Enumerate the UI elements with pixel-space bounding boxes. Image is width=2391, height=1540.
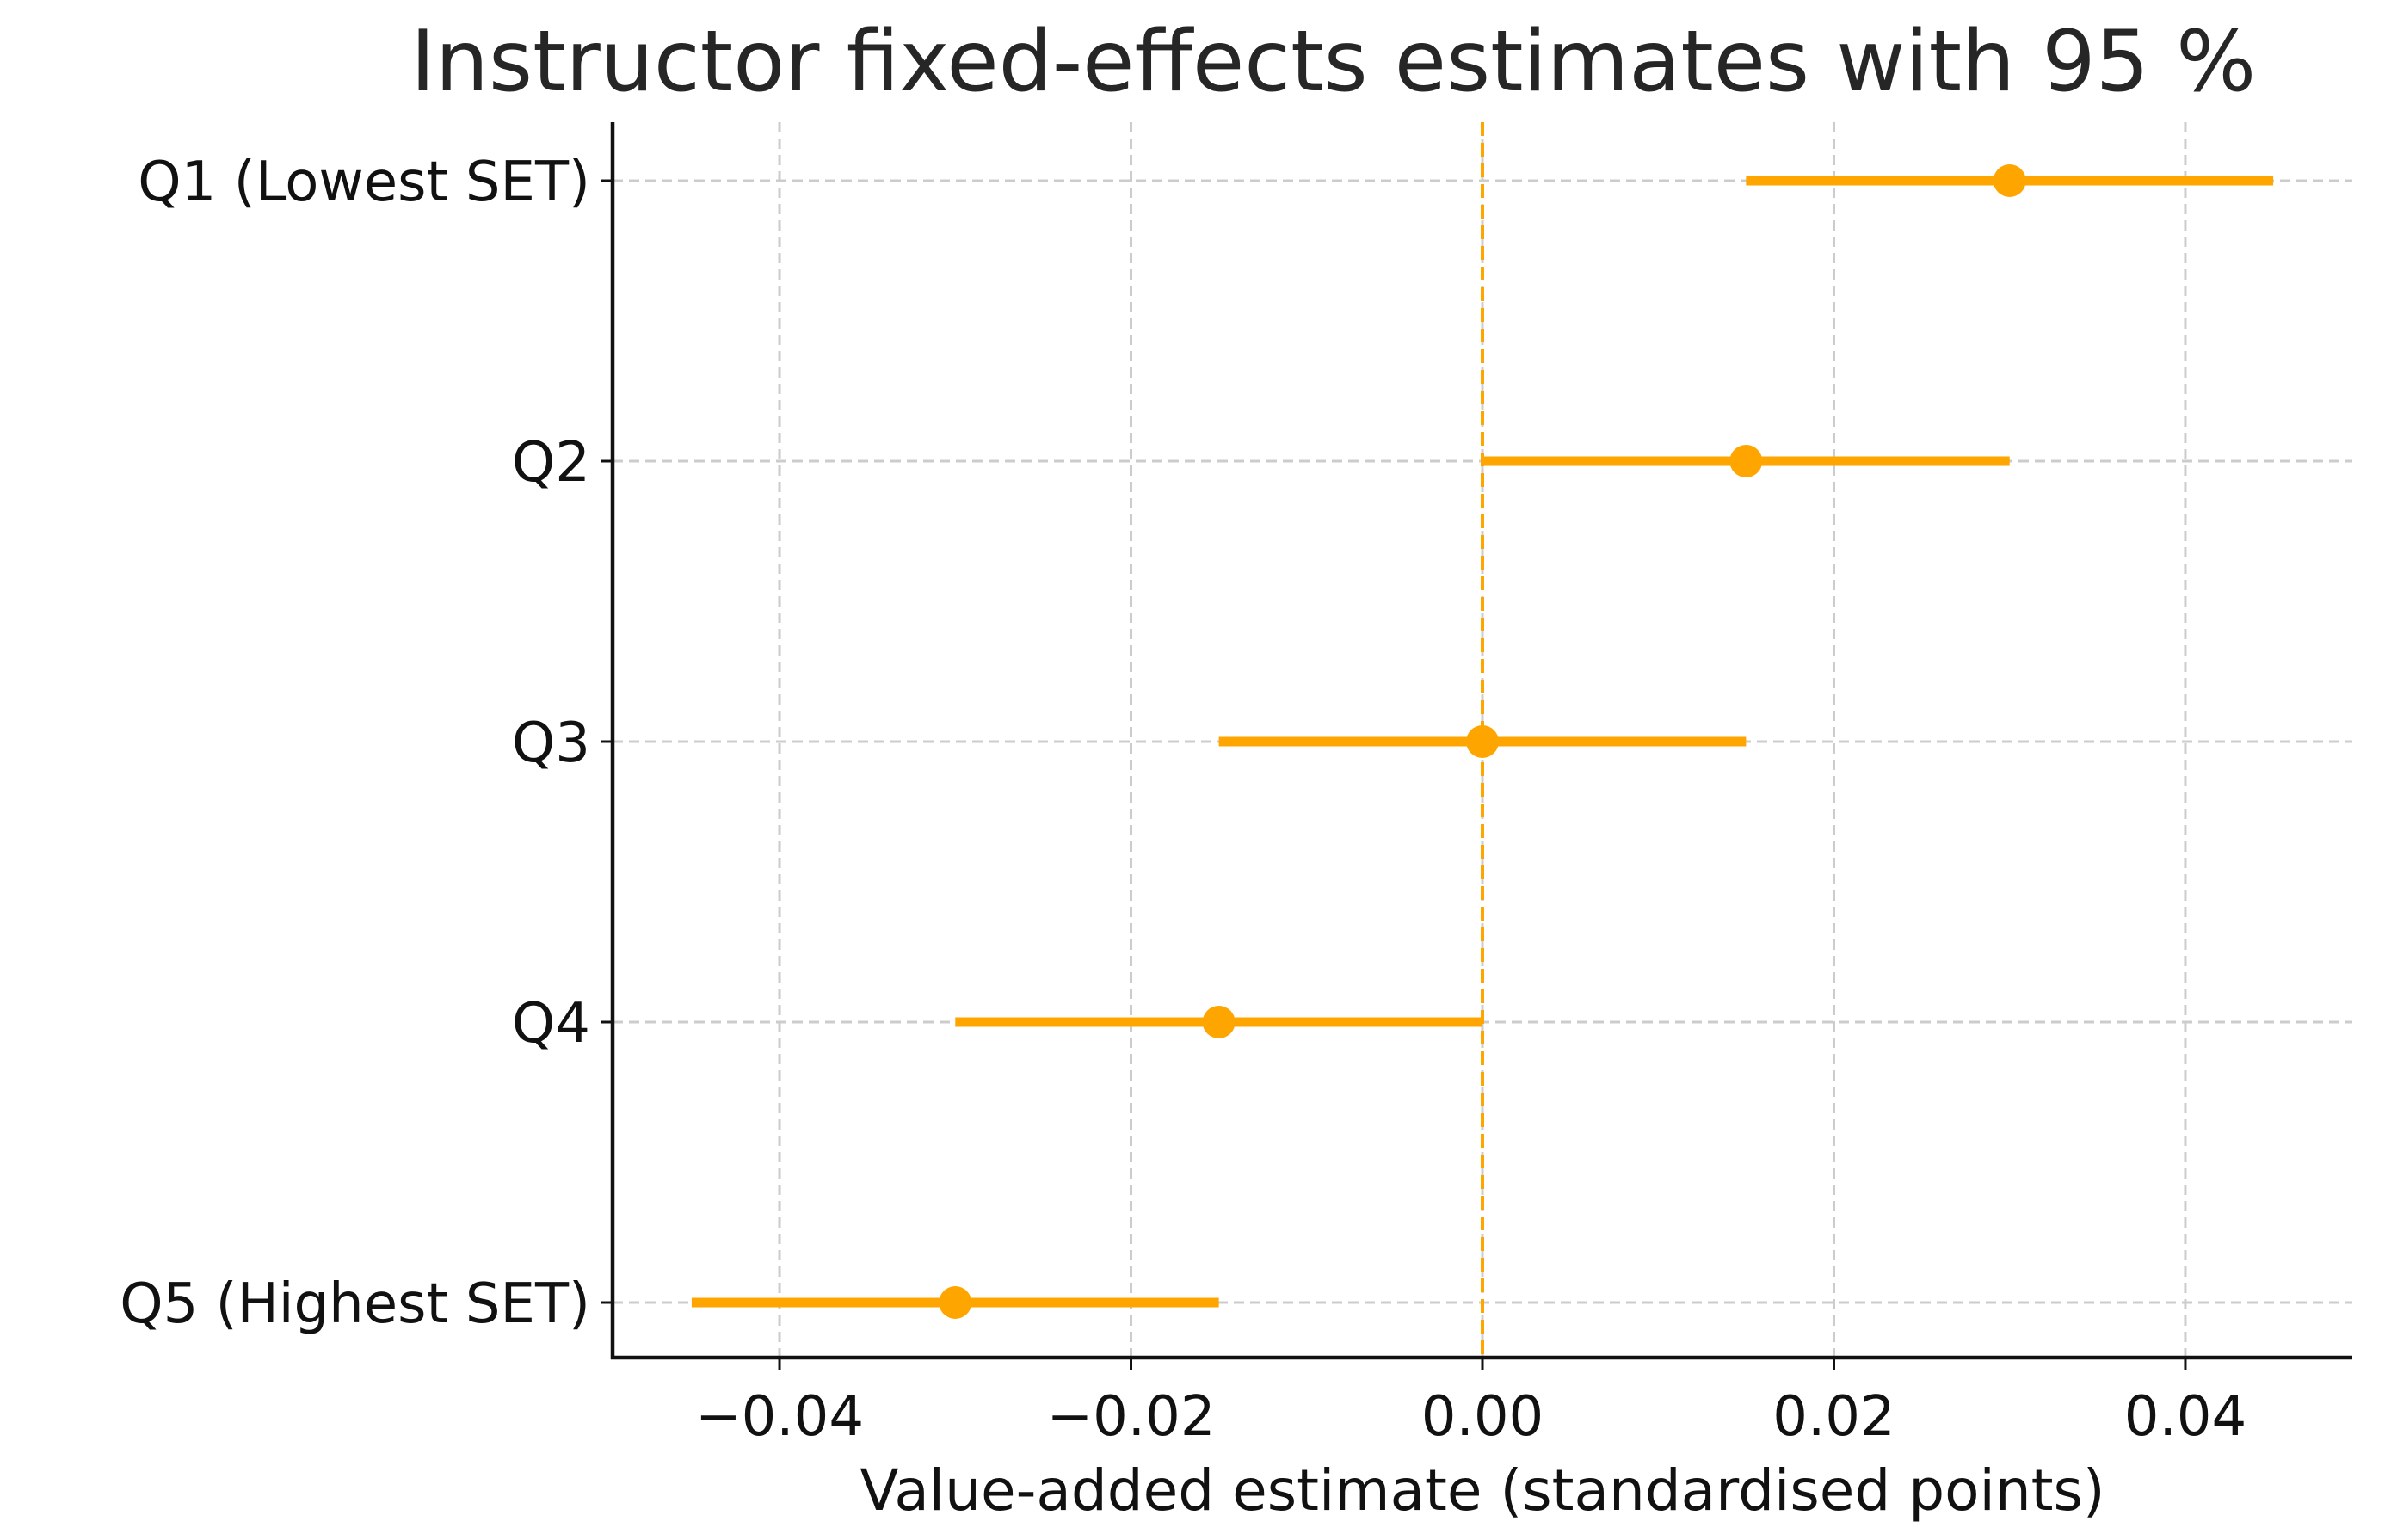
estimate-point: [939, 1286, 972, 1319]
y-tick-label: Q1 (Lowest SET): [138, 151, 590, 214]
estimate-point: [1729, 445, 1763, 477]
y-tick-label: Q3: [512, 711, 590, 775]
chart-title: Instructor fixed-effects estimates with …: [410, 13, 2256, 111]
x-tick-labels: −0.04 −0.02 0.00 0.02 0.04: [695, 1385, 2246, 1449]
data-marks: [691, 164, 2274, 1319]
estimate-point: [1993, 164, 2026, 197]
x-tick-label: −0.02: [1046, 1385, 1215, 1449]
y-tick-label: Q4: [512, 992, 590, 1056]
x-axis-label: Value-added estimate (standardised point…: [860, 1457, 2104, 1524]
x-tick-label: 0.04: [2124, 1385, 2247, 1449]
estimate-point: [1202, 1006, 1236, 1038]
y-tick-labels: Q1 (Lowest SET) Q2 Q3 Q4 Q5 (Highest SET): [120, 151, 590, 1336]
estimate-point: [1466, 725, 1499, 758]
x-tick-label: 0.02: [1772, 1385, 1895, 1449]
x-tick-label: 0.00: [1421, 1385, 1544, 1449]
y-tick-label: Q5 (Highest SET): [120, 1272, 590, 1336]
axes: [601, 122, 2352, 1370]
x-tick-label: −0.04: [695, 1385, 864, 1449]
y-tick-label: Q2: [512, 431, 590, 495]
